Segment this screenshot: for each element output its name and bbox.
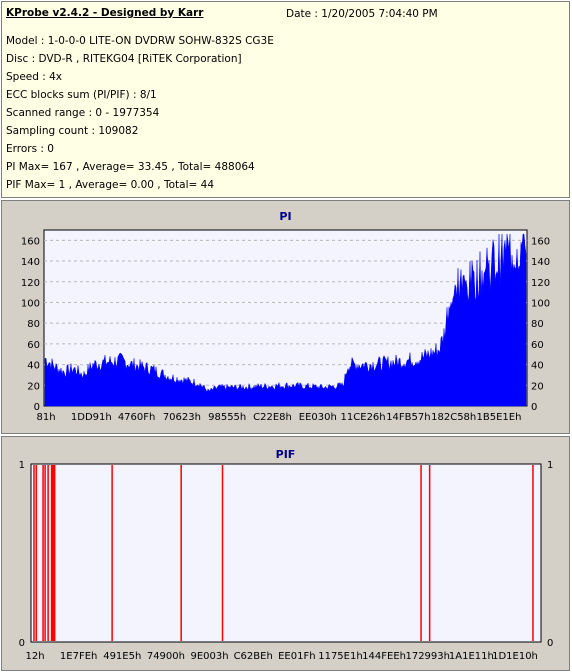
pif-x-tick-label: 1A1E11h <box>449 651 494 662</box>
pi-x-tick-label: 14FB57h <box>386 412 430 423</box>
pi-y-tick-label-right: 80 <box>531 319 544 330</box>
pi-x-tick-label: C22E8h <box>253 412 292 423</box>
pif-x-tick-label: 74900h <box>147 651 185 662</box>
pif-x-tick-label: 144FEEh <box>362 651 406 662</box>
pif-y-tick-label: 1 <box>19 460 25 471</box>
pif-chart-panel: PIF 0 0 1 1 12h 1E7FEh 491E5h 74900h 9E003h C62BE… <box>1 436 570 671</box>
app-title: KProbe v2.4.2 - Designed by Karr <box>6 7 204 19</box>
speed-line: Speed : 4x <box>6 71 63 83</box>
pi-y-tick-label: 0 <box>34 402 40 413</box>
disc-line: Disc : DVD-R , RITEKG04 [RiTEK Corporati… <box>6 53 242 65</box>
pi-y-tick-label: 80 <box>27 319 40 330</box>
pi-x-tick-label: 81h <box>36 412 55 423</box>
pi-x-tick-label: 70623h <box>163 412 201 423</box>
pif-x-tick-label: 491E5h <box>103 651 141 662</box>
pi-y-tick-label: 40 <box>27 361 40 372</box>
pi-y-tick-label-right: 40 <box>531 361 544 372</box>
pi-x-tick-label: 98555h <box>208 412 246 423</box>
pi-x-tick-label: 11CE26h <box>341 412 386 423</box>
scanned-range-line: Scanned range : 0 - 1977354 <box>6 107 160 119</box>
pi-y-tick-label-right: 60 <box>531 340 544 351</box>
pi-y-tick-label-right: 0 <box>531 402 537 413</box>
pif-y-tick-label-right: 0 <box>547 638 553 649</box>
pif-x-tick-label: C62BEh <box>234 651 273 662</box>
pif-x-tick-label: 1E7FEh <box>60 651 97 662</box>
pi-x-tick-label: 182C58h <box>431 412 476 423</box>
pi-x-tick-label: 4760Fh <box>118 412 156 423</box>
pi-y-tick-label: 100 <box>21 298 40 309</box>
pif-x-tick-label: 12h <box>25 651 44 662</box>
pif-chart: 0 0 1 1 12h 1E7FEh 491E5h 74900h 9E003h C62BEh EE0… <box>19 460 554 662</box>
pif-y-tick-label-right: 1 <box>547 460 553 471</box>
pif-x-tick-label: EE01Fh <box>278 651 315 662</box>
pi-x-tick-label: EE030h <box>299 412 337 423</box>
pi-chart: 0 0 20 20 40 40 60 60 80 80 100 100 120 120 140 140 160 1… <box>21 229 550 423</box>
pi-y-tick-label-right: 140 <box>531 257 550 268</box>
scan-date: Date : 1/20/2005 7:04:40 PM <box>286 8 438 20</box>
pi-chart-panel: PI 0 0 20 20 40 40 60 60 80 80 100 100 120 120 140 140 1… <box>1 200 570 434</box>
pi-y-tick-label: 160 <box>21 236 40 247</box>
model-line: Model : 1-0-0-0 LITE-ON DVDRW SOHW-832S … <box>6 35 274 47</box>
errors-line: Errors : 0 <box>6 143 54 155</box>
pif-x-tick-label: 1D1E10h <box>492 651 538 662</box>
pif-x-tick-label: 9E003h <box>190 651 228 662</box>
pi-y-tick-label-right: 20 <box>531 381 544 392</box>
pif-y-tick-label: 0 <box>19 638 25 649</box>
pif-chart-title: PIF <box>275 448 296 461</box>
pi-y-tick-label-right: 160 <box>531 236 550 247</box>
pi-y-tick-label: 120 <box>21 278 40 289</box>
pi-y-tick-label: 60 <box>27 340 40 351</box>
pi-x-tick-label: 1DD91h <box>71 412 112 423</box>
pif-plot-area <box>30 463 542 643</box>
pi-y-tick-label: 140 <box>21 257 40 268</box>
pi-chart-title: PI <box>279 210 292 223</box>
pi-summary-line: PI Max= 167 , Average= 33.45 , Total= 48… <box>6 161 255 173</box>
pif-x-tick-label: 172993h <box>405 651 450 662</box>
sampling-count-line: Sampling count : 109082 <box>6 125 139 137</box>
pi-y-tick-label: 20 <box>27 381 40 392</box>
pi-y-tick-label-right: 120 <box>531 278 550 289</box>
pif-summary-line: PIF Max= 1 , Average= 0.00 , Total= 44 <box>6 179 215 191</box>
pif-x-tick-label: 1175E1h <box>318 651 362 662</box>
pi-y-tick-label-right: 100 <box>531 298 550 309</box>
pi-series-area <box>44 233 527 407</box>
pi-x-tick-label: 1B5E1Eh <box>477 412 522 423</box>
ecc-line: ECC blocks sum (PI/PIF) : 8/1 <box>6 89 157 101</box>
info-panel: KProbe v2.4.2 - Designed by Karr Date : … <box>1 1 570 198</box>
